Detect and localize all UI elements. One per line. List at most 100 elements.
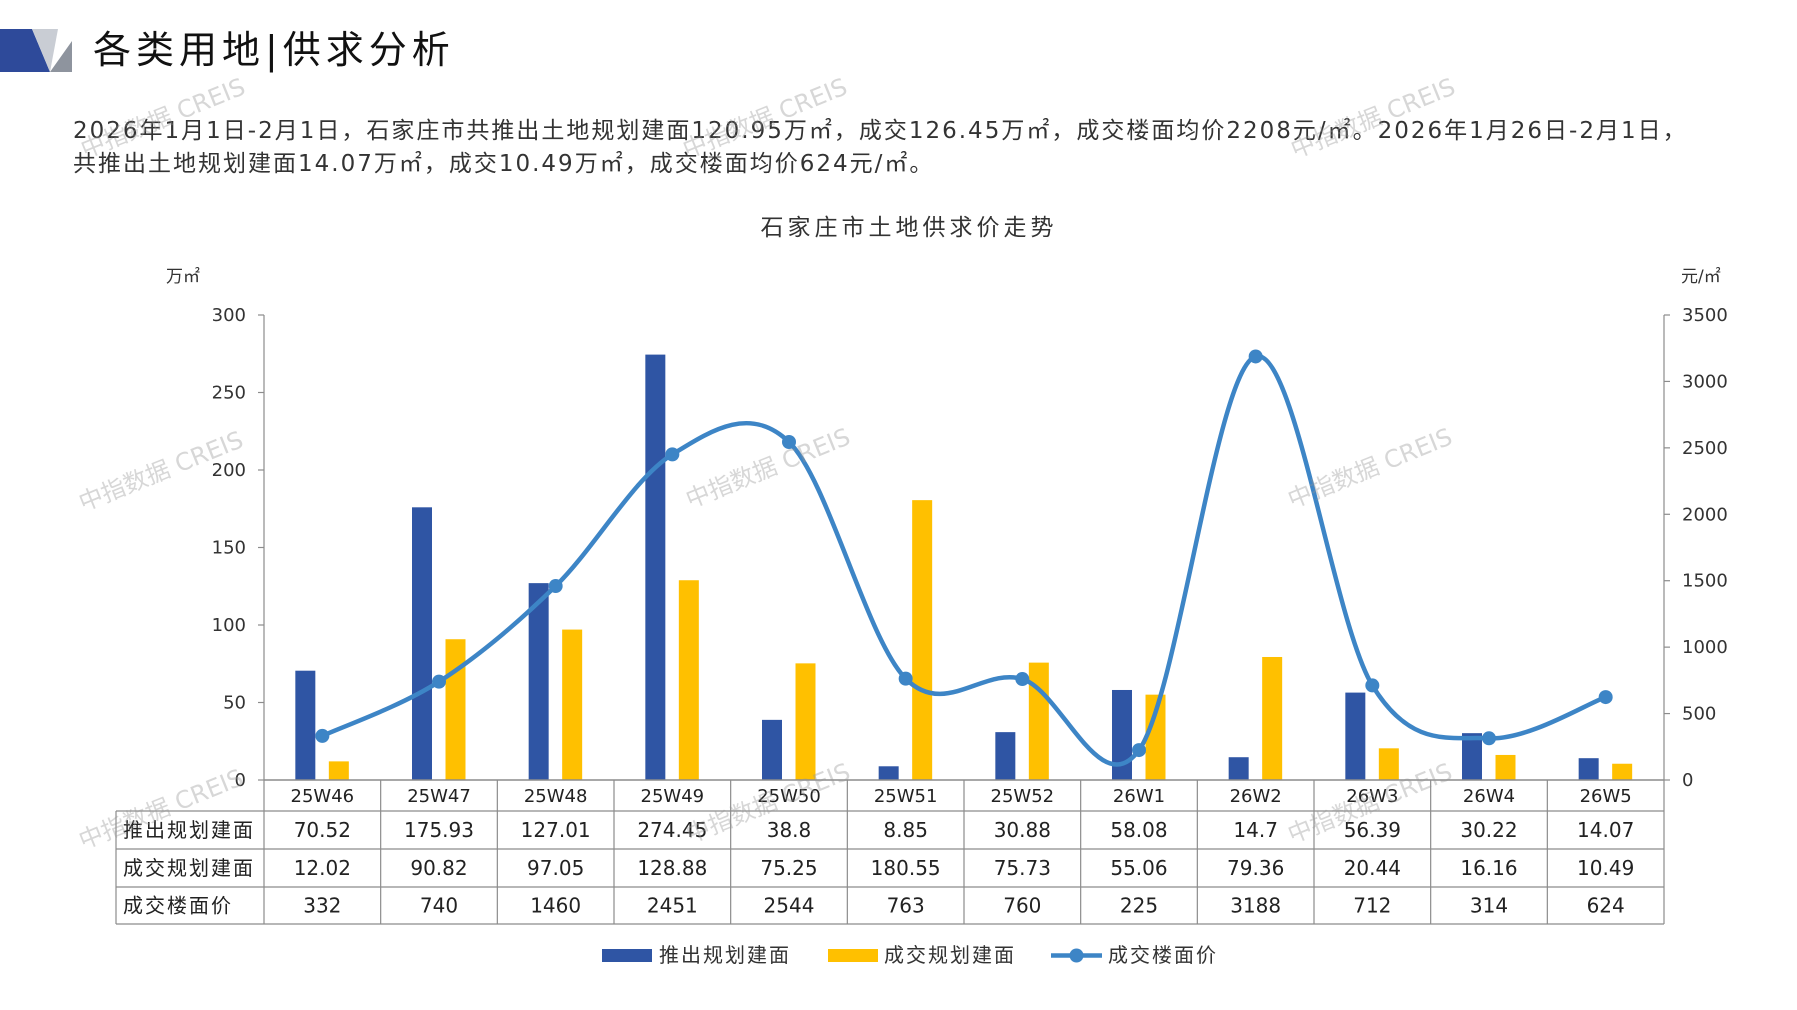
x-axis-category-label: 25W46 xyxy=(291,786,355,807)
table-cell: 2451 xyxy=(647,894,698,918)
table-cell: 274.45 xyxy=(637,818,707,842)
chart-title: 石家庄市土地供求价走势 xyxy=(761,215,1058,241)
x-axis-category-label: 25W47 xyxy=(407,786,471,807)
supply-bar xyxy=(645,354,666,780)
left-axis-tick-label: 200 xyxy=(212,460,246,481)
table-cell: 38.8 xyxy=(767,818,812,842)
table-cell: 12.02 xyxy=(294,856,351,880)
table-cell: 14.07 xyxy=(1577,818,1634,842)
table-cell: 20.44 xyxy=(1344,856,1401,880)
right-axis-tick-label: 3000 xyxy=(1682,371,1728,392)
price-point xyxy=(1132,743,1146,758)
table-cell: 1460 xyxy=(530,894,581,918)
table-cell: 30.22 xyxy=(1460,818,1517,842)
table-cell: 180.55 xyxy=(871,856,941,880)
price-point xyxy=(1248,349,1263,364)
table-cell: 16.16 xyxy=(1460,856,1517,880)
left-axis-tick-label: 150 xyxy=(212,538,246,559)
right-axis-tick-label: 1000 xyxy=(1682,637,1728,658)
right-axis-tick-label: 0 xyxy=(1682,770,1693,791)
table-cell: 30.88 xyxy=(994,818,1051,842)
x-axis-category-label: 26W1 xyxy=(1113,786,1165,807)
axes: 0501001502002503000500100015002000250030… xyxy=(212,305,1728,791)
table-cell: 75.73 xyxy=(994,856,1051,880)
price-point xyxy=(315,728,330,743)
deal-bar xyxy=(1028,662,1049,780)
legend-swatch-price-marker xyxy=(1069,948,1084,963)
table-cell: 3188 xyxy=(1230,894,1281,918)
price-point xyxy=(782,435,796,450)
deal-bar xyxy=(1378,748,1399,780)
supply-bar xyxy=(295,670,316,780)
left-axis-tick-label: 100 xyxy=(212,615,246,636)
supply-bar xyxy=(1228,757,1249,780)
left-axis-tick-label: 300 xyxy=(212,305,246,326)
x-axis-category-label: 26W3 xyxy=(1346,786,1398,807)
supply-bar xyxy=(1578,758,1599,780)
legend-swatch-supply xyxy=(602,949,652,962)
supply-bar xyxy=(412,507,432,780)
table-cell: 128.88 xyxy=(637,856,707,880)
table-cell: 79.36 xyxy=(1227,856,1284,880)
deal-bar xyxy=(912,500,933,780)
logo-blue-shape xyxy=(0,29,50,72)
price-point xyxy=(1482,731,1496,746)
legend-label-deal: 成交规划建面 xyxy=(884,943,1016,967)
price-point xyxy=(548,579,563,594)
price-point xyxy=(1365,678,1380,693)
supply-bar xyxy=(528,583,549,780)
price-point xyxy=(898,671,913,686)
right-axis-tick-label: 500 xyxy=(1682,704,1716,725)
table-cell: 712 xyxy=(1353,894,1391,918)
x-axis-category-label: 25W48 xyxy=(524,786,588,807)
supply-bar xyxy=(995,732,1016,780)
table-cell: 175.93 xyxy=(404,818,474,842)
supply-bar xyxy=(762,719,782,780)
supply-bar xyxy=(878,766,899,780)
table-cell: 332 xyxy=(303,894,341,918)
logo-light-shape xyxy=(32,29,58,72)
table-row-label: 成交楼面价 xyxy=(123,894,233,918)
price-line-series xyxy=(315,349,1613,767)
table-cell: 760 xyxy=(1003,894,1041,918)
bars xyxy=(295,354,1633,780)
table-cell: 8.85 xyxy=(883,818,928,842)
summary-text-line-1: 2026年1月1日-2月1日，石家庄市共推出土地规划建面120.95万㎡，成交1… xyxy=(73,118,1688,144)
deal-bar xyxy=(1612,763,1633,780)
deal-bar xyxy=(1262,656,1283,780)
table-cell: 314 xyxy=(1470,894,1508,918)
table-cell: 75.25 xyxy=(760,856,817,880)
x-axis-category-label: 25W52 xyxy=(991,786,1055,807)
x-axis-category-label: 25W50 xyxy=(757,786,821,807)
deal-bar xyxy=(562,629,583,780)
right-axis-unit: 元/㎡ xyxy=(1681,267,1721,287)
supply-bar xyxy=(1345,692,1366,780)
x-axis-category-label: 26W2 xyxy=(1230,786,1282,807)
right-axis-tick-label: 2000 xyxy=(1682,504,1728,525)
table-cell: 14.7 xyxy=(1233,818,1278,842)
right-axis-tick-label: 3500 xyxy=(1682,305,1728,326)
left-axis-tick-label: 250 xyxy=(212,383,246,404)
price-point xyxy=(1015,672,1030,687)
deal-bar xyxy=(445,639,466,780)
supply-bar xyxy=(1112,689,1132,780)
table-cell: 127.01 xyxy=(521,818,591,842)
table-cell: 10.49 xyxy=(1577,856,1634,880)
table-cell: 90.82 xyxy=(410,856,467,880)
table-row-label: 成交规划建面 xyxy=(123,856,255,880)
price-point xyxy=(432,674,446,689)
x-axis-category-label: 25W51 xyxy=(874,786,938,807)
left-axis-unit: 万㎡ xyxy=(166,267,200,287)
table-cell: 225 xyxy=(1120,894,1158,918)
legend-label-supply: 推出规划建面 xyxy=(659,943,791,967)
x-axis-category-label: 25W49 xyxy=(641,786,705,807)
legend-swatch-deal xyxy=(828,949,878,962)
table-cell: 70.52 xyxy=(294,818,351,842)
table-cell: 624 xyxy=(1587,894,1625,918)
price-line xyxy=(320,354,1608,767)
legend-label-price: 成交楼面价 xyxy=(1108,943,1218,967)
table-cell: 2544 xyxy=(764,894,815,918)
deal-bar xyxy=(795,663,816,780)
table-row-label: 推出规划建面 xyxy=(123,818,255,842)
